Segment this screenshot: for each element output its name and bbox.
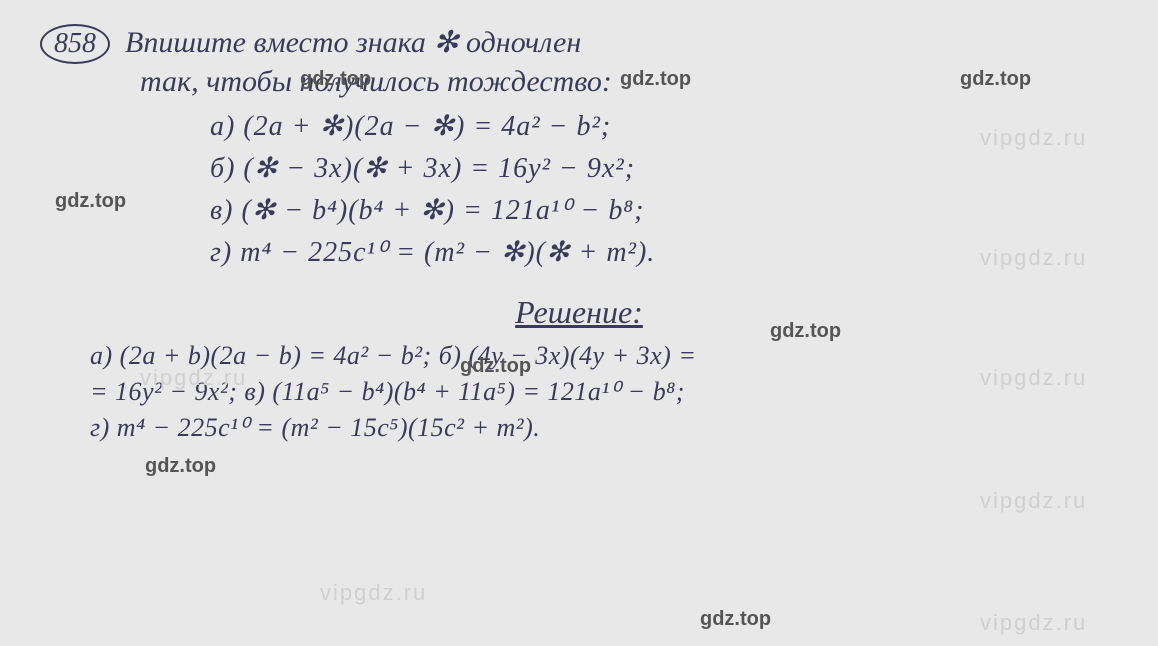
equation-b: б) (✻ − 3x)(✻ + 3x) = 16y² − 9x²; [210, 151, 1118, 185]
first-line: 858 Впишите вместо знака ✻ одночлен [40, 20, 1118, 65]
watermark-vipgdz-1: vipgdz.ru [980, 125, 1087, 151]
watermark-gdz-2: gdz.top [620, 68, 691, 91]
solution-line-3: г) m⁴ − 225c¹⁰ = (m² − 15c⁵)(15c² + m²). [40, 413, 1118, 443]
watermark-vipgdz-3: vipgdz.ru [140, 365, 247, 391]
watermark-gdz-4: gdz.top [55, 190, 126, 213]
watermark-vipgdz-4: vipgdz.ru [980, 365, 1087, 391]
watermark-gdz-5: gdz.top [770, 320, 841, 343]
watermark-vipgdz-2: vipgdz.ru [980, 245, 1087, 271]
watermark-vipgdz-7: vipgdz.ru [980, 610, 1087, 636]
watermark-vipgdz-5: vipgdz.ru [980, 488, 1087, 514]
task-text-1: Впишите вместо знака ✻ одночлен [125, 20, 581, 65]
watermark-gdz-6: gdz.top [460, 355, 531, 378]
watermark-gdz-3: gdz.top [960, 68, 1031, 91]
solution-header: Решение: [40, 294, 1118, 331]
watermark-gdz-1: gdz.top [300, 68, 371, 91]
watermark-gdz-7: gdz.top [145, 455, 216, 478]
watermark-vipgdz-6: vipgdz.ru [320, 580, 427, 606]
watermark-gdz-8: gdz.top [700, 608, 771, 631]
task-text-2: так, чтобы получилось тождество: [40, 65, 1118, 99]
equation-c: в) (✻ − b⁴)(b⁴ + ✻) = 121a¹⁰ − b⁸; [210, 193, 1118, 227]
problem-number: 858 [40, 24, 110, 64]
